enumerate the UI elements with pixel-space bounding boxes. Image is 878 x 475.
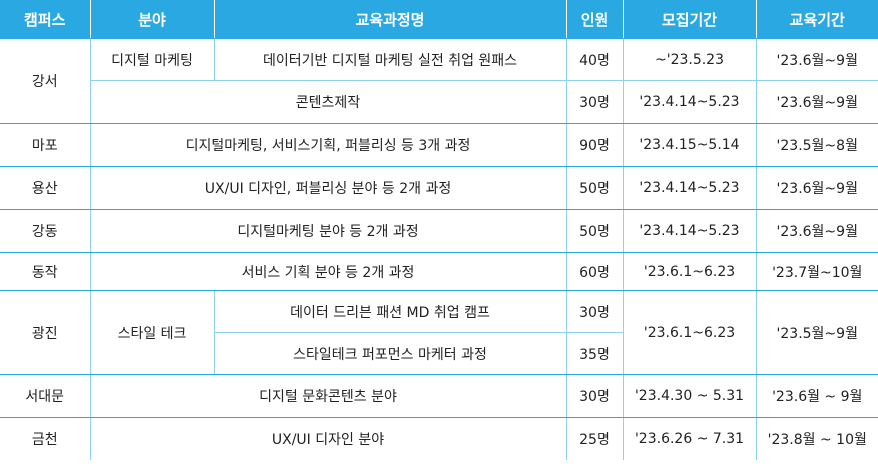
header-campus: 캠퍼스 [0, 0, 90, 39]
recruit-period-cell: '23.4.14~5.23 [622, 80, 756, 124]
edu-period-cell: '23.5월~9월 [755, 290, 878, 375]
count-cell: 60명 [565, 252, 623, 291]
edu-period-cell: '23.6월~9월 [755, 166, 878, 210]
recruit-period-cell: '23.4.14~5.23 [622, 209, 756, 253]
edu-period-cell: '23.6월~9월 [755, 80, 878, 124]
course-cell: 데이터기반 디지털 마케팅 실전 취업 원패스 [213, 38, 566, 81]
table-row: 콘텐츠제작 30명 '23.4.14~5.23 '23.6월~9월 [0, 80, 878, 124]
course-cell: 디지털마케팅, 서비스기획, 퍼블리싱 등 3개 과정 [89, 123, 566, 167]
campus-cell: 강동 [0, 209, 90, 253]
recruit-period-cell: '23.6.1~6.23 [622, 252, 756, 291]
header-course: 교육과정명 [213, 0, 566, 39]
campus-cell: 동작 [0, 252, 90, 291]
count-cell: 30명 [565, 374, 623, 418]
edu-period-cell: '23.6월~9월 [755, 209, 878, 253]
course-cell: UX/UI 디자인 분야 [89, 417, 566, 460]
campus-cell: 서대문 [0, 374, 90, 418]
header-recruit-period: 모집기간 [622, 0, 756, 39]
course-table: 캠퍼스 분야 교육과정명 인원 모집기간 교육기간 강서 디지털 마케팅 데이터… [0, 0, 878, 460]
count-cell: 35명 [565, 332, 623, 375]
edu-period-cell: '23.7월~10월 [755, 252, 878, 291]
course-cell: 콘텐츠제작 [89, 80, 566, 124]
header-edu-period: 교육기간 [755, 0, 878, 39]
edu-period-cell: '23.6월~9월 [755, 38, 878, 81]
count-cell: 40명 [565, 38, 623, 81]
count-cell: 90명 [565, 123, 623, 167]
campus-cell: 광진 [0, 290, 90, 375]
recruit-period-cell: ~'23.5.23 [622, 38, 756, 81]
course-cell: 디지털 문화콘텐츠 분야 [89, 374, 566, 418]
edu-period-cell: '23.5월~8월 [755, 123, 878, 167]
course-cell: 서비스 기획 분야 등 2개 과정 [89, 252, 566, 291]
course-cell: 스타일테크 퍼포먼스 마케터 과정 [213, 332, 566, 375]
table-row: 서대문 디지털 문화콘텐츠 분야 30명 '23.4.30 ~ 5.31 '23… [0, 374, 878, 418]
edu-period-cell: '23.6월 ~ 9월 [755, 374, 878, 418]
count-cell: 25명 [565, 417, 623, 460]
recruit-period-cell: '23.4.30 ~ 5.31 [622, 374, 756, 418]
count-cell: 50명 [565, 209, 623, 253]
recruit-period-cell: '23.6.1~6.23 [622, 290, 756, 375]
table-row: 강동 디지털마케팅 분야 등 2개 과정 50명 '23.4.14~5.23 '… [0, 209, 878, 253]
campus-cell: 용산 [0, 166, 90, 210]
course-cell: 디지털마케팅 분야 등 2개 과정 [89, 209, 566, 253]
header-field: 분야 [89, 0, 214, 39]
table-row: 강서 디지털 마케팅 데이터기반 디지털 마케팅 실전 취업 원패스 40명 ~… [0, 38, 878, 124]
recruit-period-cell: '23.6.26 ~ 7.31 [622, 417, 756, 460]
table-row: 용산 UX/UI 디자인, 퍼블리싱 분야 등 2개 과정 50명 '23.4.… [0, 166, 878, 210]
header-count: 인원 [565, 0, 623, 39]
campus-cell: 금천 [31, 432, 58, 448]
course-cell: 데이터 드리븐 패션 MD 취업 캠프 [213, 290, 566, 333]
table-row: 마포 디지털마케팅, 서비스기획, 퍼블리싱 등 3개 과정 90명 '23.4… [0, 123, 878, 167]
table-row: 금천 UX/UI 디자인 분야 25명 '23.6.26 ~ 7.31 '23.… [0, 417, 878, 460]
course-cell: UX/UI 디자인, 퍼블리싱 분야 등 2개 과정 [89, 166, 566, 210]
campus-cell: 강서 [0, 38, 90, 124]
field-cell: 스타일 테크 [89, 290, 214, 375]
recruit-period-cell: '23.4.14~5.23 [622, 166, 756, 210]
table-row: 광진 스타일 테크 데이터 드리븐 패션 MD 취업 캠프 30명 '23.6.… [0, 290, 878, 375]
campus-cell: 마포 [0, 123, 90, 167]
recruit-period-cell: '23.4.15~5.14 [622, 123, 756, 167]
edu-period-cell: '23.8월 ~ 10월 [755, 417, 878, 460]
table-row: 스타일테크 퍼포먼스 마케터 과정 35명 [0, 332, 878, 375]
count-cell: 50명 [565, 166, 623, 210]
field-cell: 디지털 마케팅 [89, 38, 214, 81]
count-cell: 30명 [565, 80, 623, 124]
table-header-row: 캠퍼스 분야 교육과정명 인원 모집기간 교육기간 [0, 0, 878, 39]
count-cell: 30명 [565, 290, 623, 333]
table-row: 동작 서비스 기획 분야 등 2개 과정 60명 '23.6.1~6.23 '2… [0, 252, 878, 291]
